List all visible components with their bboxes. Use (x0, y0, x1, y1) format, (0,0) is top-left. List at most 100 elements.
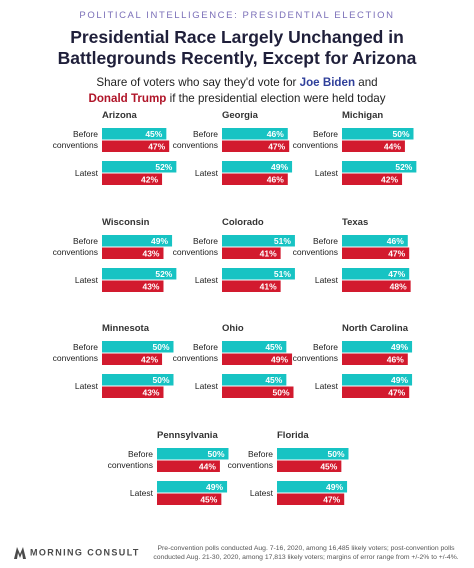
state-name-pennsylvania: Pennsylvania (157, 430, 218, 441)
bar-ohio-latest-trump (222, 386, 294, 398)
data-label-michigan-latest-biden: 52% (395, 162, 412, 172)
bar-north-carolina-latest-trump (342, 386, 410, 398)
bar-minnesota-before-trump (102, 353, 163, 365)
data-label-florida-before-trump: 45% (320, 461, 337, 471)
data-label-north-carolina-latest-trump: 47% (388, 387, 405, 397)
row-label-before-2: conventions (228, 460, 273, 470)
bar-florida-before-biden (277, 448, 349, 460)
data-label-wisconsin-before-biden: 49% (151, 236, 168, 246)
chart-title: Presidential Race Largely Unchanged in B… (57, 27, 417, 68)
state-name-colorado: Colorado (222, 217, 264, 228)
state-name-texas: Texas (342, 217, 368, 228)
bar-arizona-before-trump (102, 140, 170, 152)
bar-wisconsin-latest-trump (102, 280, 164, 292)
subtitle-text-1: Share of voters who say they'd vote for (96, 76, 300, 89)
bar-minnesota-latest-trump (102, 386, 164, 398)
footer: MORNING CONSULT Pre-convention polls con… (0, 540, 474, 568)
bar-michigan-latest-biden (342, 161, 417, 173)
data-label-arizona-before-biden: 45% (145, 129, 162, 139)
row-label-before-2: conventions (108, 460, 153, 470)
bar-wisconsin-latest-biden (102, 268, 177, 280)
bar-pennsylvania-before-biden (157, 448, 229, 460)
bar-pennsylvania-before-trump (157, 460, 220, 472)
data-label-georgia-before-trump: 47% (268, 141, 285, 151)
row-label-before-1: Before (313, 236, 338, 246)
data-label-colorado-before-trump: 41% (260, 248, 277, 258)
data-label-georgia-before-biden: 46% (267, 129, 284, 139)
bar-minnesota-before-biden (102, 341, 174, 353)
row-label-latest: Latest (195, 168, 219, 178)
data-label-arizona-before-trump: 47% (148, 141, 165, 151)
kicker: POLITICAL INTELLIGENCE: PRESIDENTIAL ELE… (79, 10, 395, 21)
row-label-before-1: Before (193, 129, 218, 139)
bar-michigan-before-trump (342, 140, 405, 152)
bar-colorado-before-biden (222, 235, 295, 247)
bar-michigan-latest-trump (342, 173, 403, 185)
data-label-texas-before-trump: 47% (388, 248, 405, 258)
row-label-latest: Latest (195, 275, 219, 285)
small-multiples-chart: ArizonaBeforeconventionsLatest45%47%52%4… (53, 110, 417, 505)
row-label-before-1: Before (193, 236, 218, 246)
data-label-minnesota-latest-trump: 43% (142, 387, 159, 397)
bar-colorado-latest-biden (222, 268, 295, 280)
state-name-georgia: Georgia (222, 110, 259, 121)
bar-texas-before-biden (342, 235, 408, 247)
row-label-before-2: conventions (173, 353, 218, 363)
bar-ohio-before-trump (222, 353, 293, 365)
bar-wisconsin-before-biden (102, 235, 173, 247)
bar-ohio-latest-biden (222, 374, 287, 386)
row-label-before-1: Before (248, 449, 273, 459)
row-label-before-2: conventions (53, 247, 98, 257)
row-label-before-1: Before (313, 129, 338, 139)
subtitle-text-3: if the presidential election were held t… (166, 92, 386, 105)
data-label-wisconsin-before-trump: 43% (142, 248, 159, 258)
data-label-ohio-before-trump: 49% (271, 354, 288, 364)
data-label-wisconsin-latest-biden: 52% (155, 269, 172, 279)
state-name-minnesota: Minnesota (102, 323, 150, 334)
row-label-before-1: Before (73, 342, 98, 352)
row-label-before-1: Before (73, 129, 98, 139)
state-name-ohio: Ohio (222, 323, 244, 334)
data-label-texas-latest-trump: 48% (390, 281, 407, 291)
data-label-minnesota-before-trump: 42% (141, 354, 158, 364)
row-label-before-1: Before (313, 342, 338, 352)
data-label-ohio-latest-trump: 50% (272, 387, 289, 397)
legend-trump: Donald Trump (88, 92, 167, 105)
row-label-before-2: conventions (53, 353, 98, 363)
bar-texas-latest-biden (342, 268, 410, 280)
row-label-before-1: Before (73, 236, 98, 246)
row-label-latest: Latest (75, 275, 99, 285)
data-label-wisconsin-latest-trump: 43% (142, 281, 159, 291)
data-label-michigan-before-biden: 50% (392, 129, 409, 139)
bar-arizona-before-biden (102, 128, 167, 140)
bar-texas-latest-trump (342, 280, 411, 292)
row-label-before-2: conventions (293, 353, 338, 363)
methodology-note: Pre-convention polls conducted Aug. 7-16… (153, 545, 459, 561)
bar-north-carolina-latest-biden (342, 374, 413, 386)
state-name-michigan: Michigan (342, 110, 383, 121)
data-label-ohio-latest-biden: 45% (265, 375, 282, 385)
bar-georgia-before-biden (222, 128, 288, 140)
bar-arizona-latest-biden (102, 161, 177, 173)
row-label-latest: Latest (315, 168, 339, 178)
bar-arizona-latest-trump (102, 173, 163, 185)
logo-mark-icon (14, 547, 26, 559)
data-label-florida-latest-biden: 49% (326, 482, 343, 492)
row-label-latest: Latest (315, 275, 339, 285)
morning-consult-logo: MORNING CONSULT (14, 547, 140, 559)
data-label-florida-before-biden: 50% (327, 449, 344, 459)
data-label-michigan-latest-trump: 42% (381, 174, 398, 184)
state-name-arizona: Arizona (102, 110, 138, 121)
bar-michigan-before-biden (342, 128, 414, 140)
row-label-latest: Latest (315, 381, 339, 391)
legend-biden: Joe Biden (299, 76, 356, 89)
data-label-florida-latest-trump: 47% (323, 494, 340, 504)
